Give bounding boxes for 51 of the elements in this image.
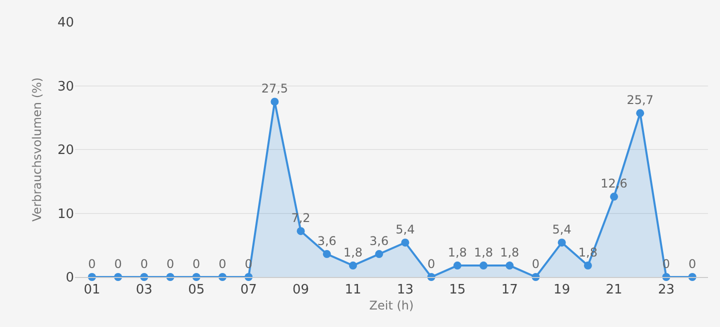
x-tick-label: 01 (84, 282, 100, 298)
data-label: 1,8 (448, 246, 467, 260)
data-label: 1,8 (343, 246, 363, 260)
point (453, 262, 462, 270)
data-label: 27,5 (261, 82, 288, 96)
x-tick-label: 05 (188, 282, 205, 298)
data-label: 0 (166, 257, 174, 271)
x-tick-label: 13 (396, 282, 414, 298)
x-tick-label: 07 (240, 282, 257, 298)
data-label: 0 (427, 257, 436, 271)
data-label: 1,8 (474, 246, 494, 260)
data-label: 1,8 (500, 246, 520, 260)
y-tick-label: 20 (57, 143, 74, 158)
x-tick-label: 03 (136, 282, 152, 298)
point (270, 98, 279, 106)
y-tick-label: 30 (57, 79, 74, 94)
data-label: 0 (140, 257, 148, 271)
data-label: 3,6 (317, 234, 336, 248)
y-axis-title: Verbrauchsvolumen (%) (30, 77, 44, 222)
data-label: 5,4 (396, 222, 415, 237)
data-label: 0 (688, 257, 696, 271)
point (610, 192, 618, 201)
data-label: 0 (192, 257, 200, 271)
data-label: 0 (532, 257, 540, 271)
point (558, 238, 566, 247)
x-tick-label: 23 (658, 282, 675, 298)
x-tick-label: 21 (606, 282, 622, 298)
y-tick-label: 40 (57, 16, 74, 31)
data-label: 0 (218, 257, 226, 271)
data-label: 5,4 (552, 222, 572, 237)
data-label: 0 (114, 257, 122, 271)
point (349, 262, 357, 270)
point (584, 262, 592, 270)
point (506, 262, 514, 270)
point (480, 262, 488, 270)
data-label: 25,7 (626, 93, 654, 108)
x-tick-label: 17 (501, 282, 518, 298)
x-axis-title: Zeit (h) (369, 298, 414, 312)
x-tick-label: 09 (292, 282, 310, 298)
data-label: 0 (88, 257, 96, 271)
point (375, 250, 384, 258)
data-label: 3,6 (370, 234, 389, 248)
x-tick-label: 19 (554, 282, 570, 298)
x-tick-label: 15 (449, 282, 466, 298)
y-tick-label: 10 (57, 206, 74, 222)
x-tick-label: 11 (344, 282, 362, 298)
point (401, 238, 410, 247)
point (636, 109, 644, 118)
point (322, 250, 331, 258)
point (296, 227, 305, 236)
y-tick-label: 0 (66, 270, 74, 286)
